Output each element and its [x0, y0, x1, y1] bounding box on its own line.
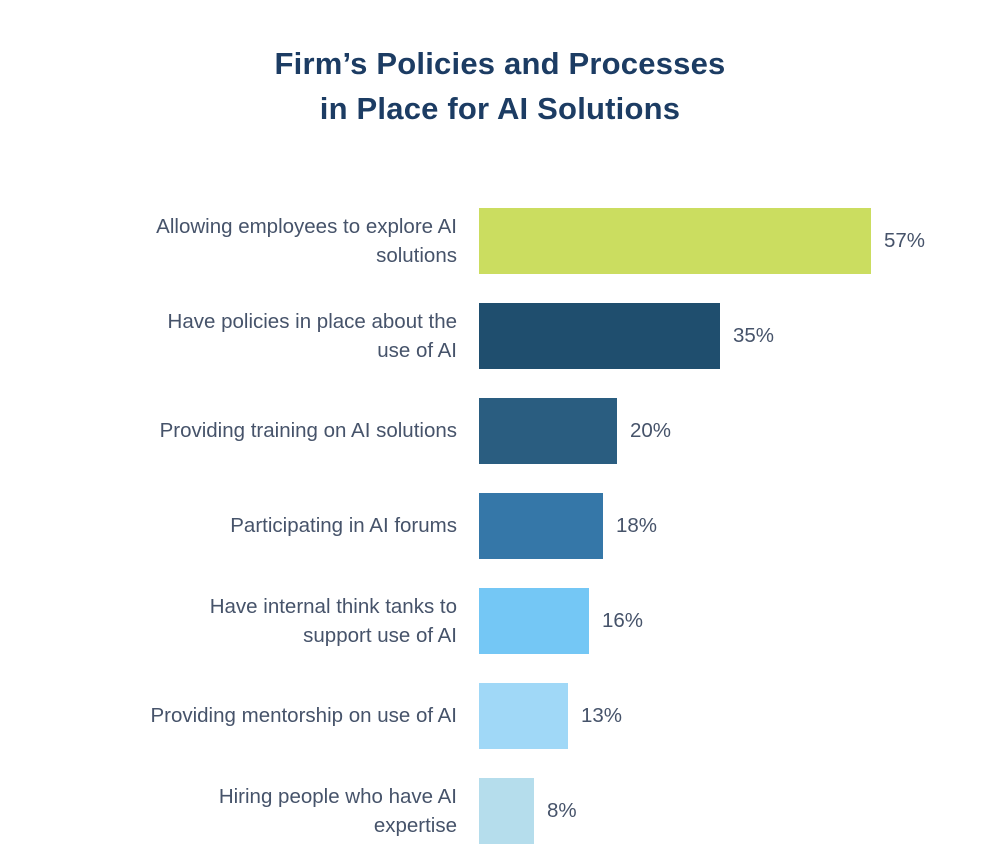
- bar: [479, 777, 534, 844]
- bar-row: Hiring people who have AI expertise 8%: [0, 777, 1000, 844]
- bar-area: 35%: [479, 302, 1000, 369]
- category-label: Participating in AI forums: [230, 514, 457, 538]
- value-label: 35%: [733, 323, 775, 347]
- bar-area: 18%: [479, 492, 1000, 559]
- bar: [479, 207, 871, 274]
- value-label: 18%: [616, 513, 658, 537]
- bar: [479, 302, 720, 369]
- category-label: Providing mentorship on use of AI: [150, 704, 457, 728]
- bar: [479, 682, 568, 749]
- bar: [479, 397, 617, 464]
- bar-row: Participating in AI forums 18%: [0, 492, 1000, 559]
- chart-title: Firm’s Policies and Processes in Place fo…: [0, 42, 1000, 132]
- category-label: Allowing employees to explore AI solutio…: [156, 214, 457, 267]
- category-label: Hiring people who have AI expertise: [218, 784, 457, 837]
- value-label: 20%: [630, 418, 672, 442]
- bar-area: 8%: [479, 777, 1000, 844]
- chart-title-line-2: in Place for AI Solutions: [319, 90, 681, 126]
- chart-title-line-1: Firm’s Policies and Processes: [274, 46, 726, 81]
- bar-area: 20%: [479, 397, 1000, 464]
- bar-area: 13%: [479, 682, 1000, 749]
- category-label: Have internal think tanks to support use…: [209, 594, 457, 647]
- bar-row: Providing training on AI solutions 20%: [0, 397, 1000, 464]
- bar-row: Have policies in place about the use of …: [0, 302, 1000, 369]
- horizontal-bar-chart: Allowing employees to explore AI solutio…: [0, 207, 1000, 844]
- bar-area: 16%: [479, 587, 1000, 654]
- value-label: 16%: [602, 608, 644, 632]
- category-label: Have policies in place about the use of …: [167, 309, 457, 362]
- value-label: 8%: [547, 798, 577, 822]
- category-label: Providing training on AI solutions: [159, 419, 457, 443]
- bar: [479, 587, 589, 654]
- bar-row: Providing mentorship on use of AI 13%: [0, 682, 1000, 749]
- bar: [479, 492, 603, 559]
- value-label: 57%: [884, 228, 926, 252]
- bar-area: 57%: [479, 207, 1000, 274]
- bar-row: Have internal think tanks to support use…: [0, 587, 1000, 654]
- value-label: 13%: [581, 703, 623, 727]
- bar-row: Allowing employees to explore AI solutio…: [0, 207, 1000, 274]
